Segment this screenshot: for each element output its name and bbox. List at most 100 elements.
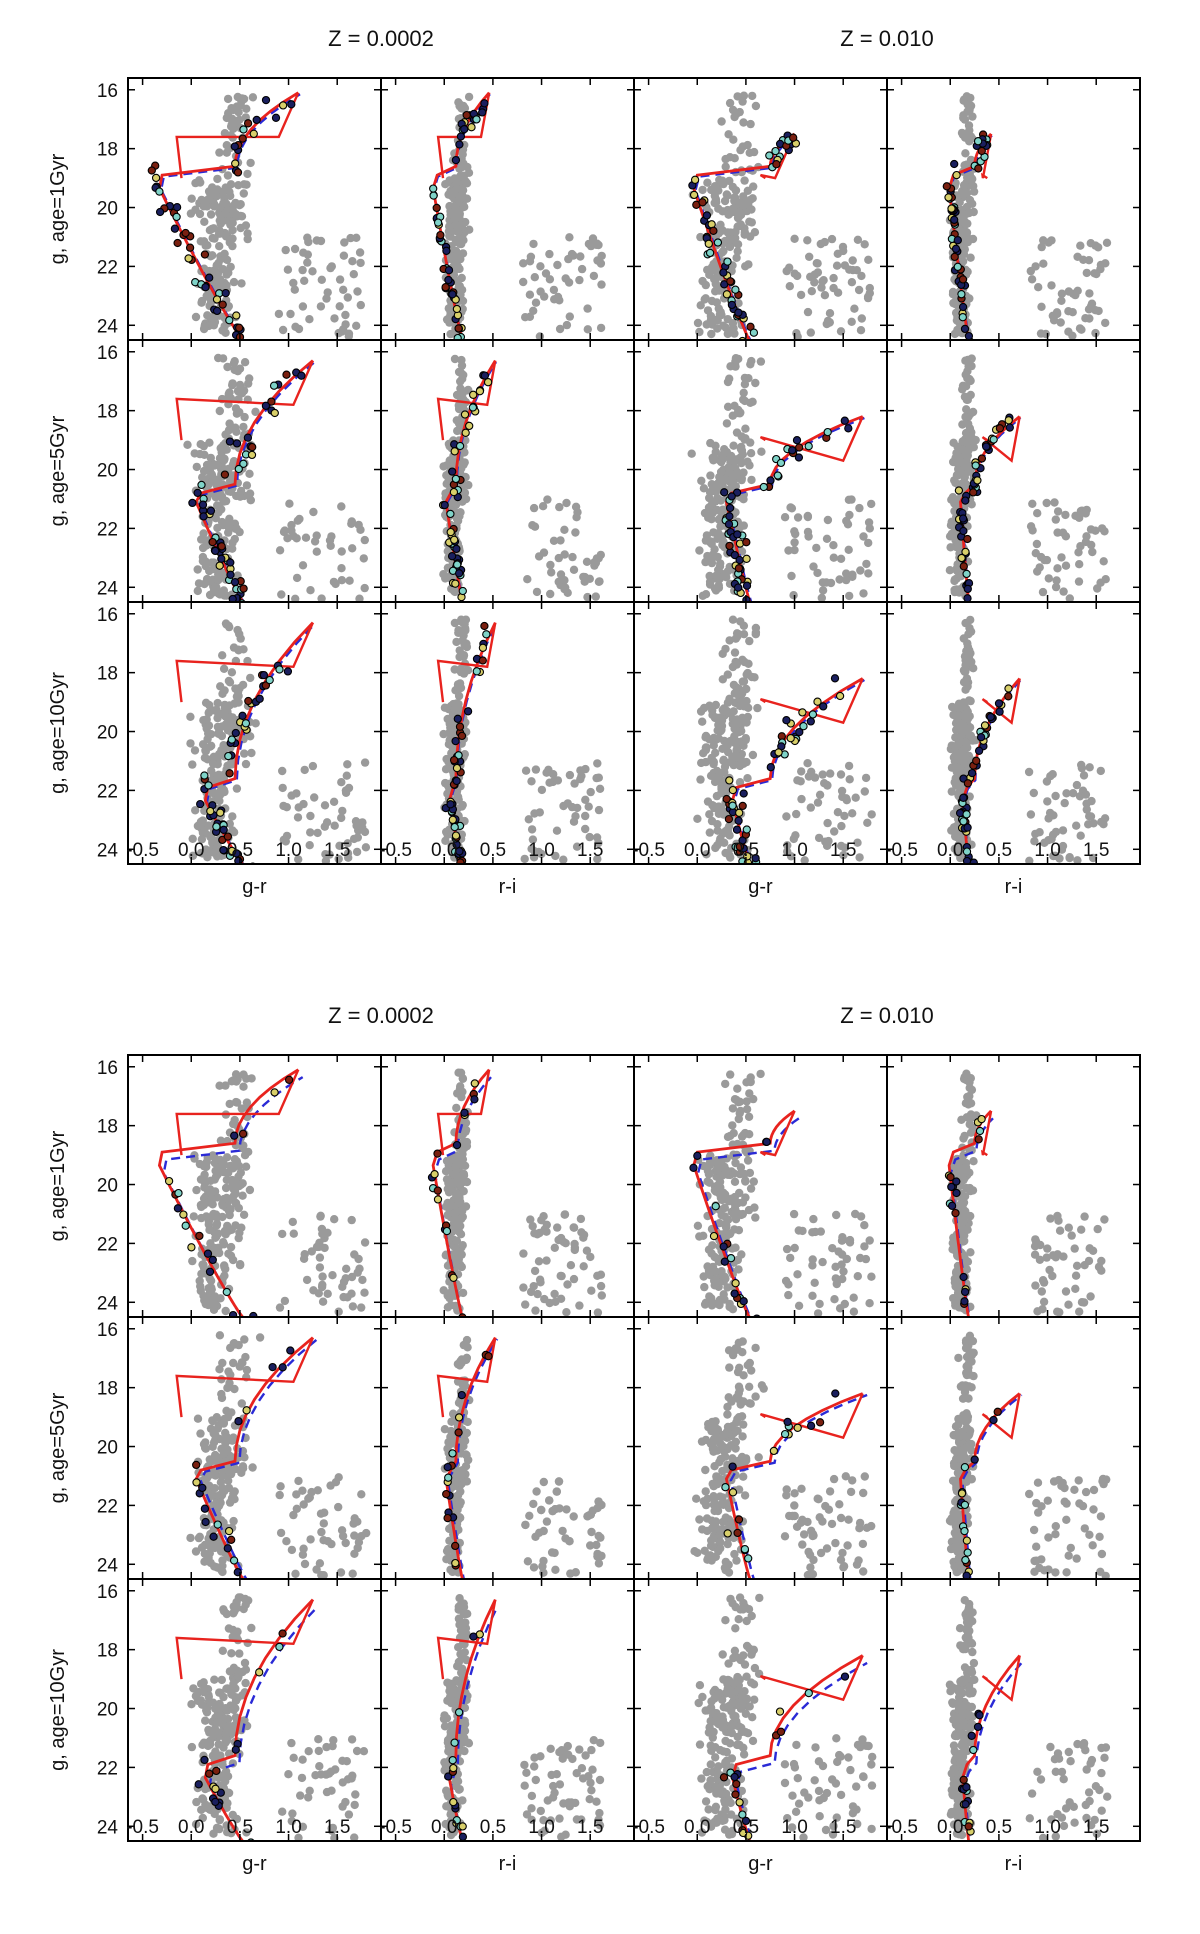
field-star <box>220 249 229 258</box>
member-star <box>447 552 457 561</box>
member-star <box>282 370 291 379</box>
field-star <box>300 276 309 285</box>
field-star <box>715 1300 724 1310</box>
panel-1-r1-c2 <box>380 77 635 354</box>
member-star <box>958 275 968 284</box>
field-star <box>199 529 208 538</box>
member-star <box>986 712 995 722</box>
field-star <box>832 261 842 270</box>
field-star <box>353 1268 362 1277</box>
field-star <box>450 354 460 364</box>
field-star <box>1024 767 1034 777</box>
field-star <box>204 821 213 830</box>
field-star <box>226 1205 235 1214</box>
member-star <box>739 789 748 798</box>
field-star <box>460 1117 469 1126</box>
field-star <box>736 444 746 454</box>
member-star <box>470 1079 479 1088</box>
y-tick-label: 20 <box>97 723 118 744</box>
field-star <box>1026 522 1036 531</box>
member-star <box>995 424 1005 433</box>
field-star <box>597 1291 606 1300</box>
field-star <box>215 148 224 157</box>
field-star <box>715 175 724 185</box>
field-star <box>228 826 237 835</box>
panel-1-r3-c3 <box>633 601 888 865</box>
member-star <box>204 781 213 790</box>
member-star <box>432 203 441 213</box>
field-star <box>696 301 705 310</box>
field-star <box>231 1199 241 1209</box>
field-star <box>720 827 729 837</box>
field-star <box>792 809 801 819</box>
member-star <box>455 847 464 856</box>
member-star <box>252 115 261 125</box>
field-star <box>786 503 795 512</box>
member-star <box>735 808 744 817</box>
field-star <box>1082 805 1092 814</box>
member-star <box>742 581 752 590</box>
field-star <box>838 1235 848 1244</box>
field-star <box>1075 324 1085 333</box>
field-star <box>1089 819 1098 828</box>
field-star <box>462 1137 472 1147</box>
panel-frame <box>127 601 382 865</box>
member-star <box>212 306 222 316</box>
field-star <box>338 806 347 816</box>
field-star <box>1081 509 1090 518</box>
field-star <box>225 1099 234 1109</box>
field-star <box>787 571 796 581</box>
member-star <box>789 133 798 142</box>
field-star <box>1068 789 1078 798</box>
field-star <box>524 815 533 824</box>
field-star <box>293 813 303 822</box>
field-star <box>717 117 726 126</box>
field-star <box>839 246 848 256</box>
member-star <box>459 872 466 879</box>
member-star <box>472 667 481 676</box>
field-star <box>711 266 720 275</box>
member-star <box>278 101 288 110</box>
member-star <box>971 461 980 470</box>
field-star <box>237 389 247 398</box>
field-star <box>241 759 251 769</box>
field-star <box>953 471 962 480</box>
member-star <box>977 454 987 463</box>
member-star <box>690 175 700 184</box>
field-star <box>247 1074 256 1083</box>
field-star <box>222 1153 232 1162</box>
member-star <box>459 347 466 354</box>
field-star <box>729 441 738 450</box>
model-loop-line <box>175 1069 300 1156</box>
field-star <box>283 265 293 274</box>
field-star <box>1048 830 1058 839</box>
panel-1-r2-c3 <box>633 339 888 603</box>
field-star <box>337 813 346 823</box>
field-star <box>536 1278 545 1287</box>
field-star <box>531 1306 540 1315</box>
field-star <box>738 97 747 106</box>
field-star <box>526 1215 535 1224</box>
member-star <box>773 471 782 480</box>
member-star <box>980 721 990 730</box>
member-star <box>198 500 208 509</box>
field-star <box>583 325 592 334</box>
field-star <box>552 826 562 835</box>
member-star <box>243 119 253 128</box>
field-star <box>745 1168 755 1178</box>
member-star <box>819 702 828 711</box>
field-star <box>205 566 214 576</box>
field-star <box>847 317 856 326</box>
field-star <box>189 1212 198 1221</box>
row-age-label: g, age=10Gyr <box>47 672 69 794</box>
field-star <box>240 412 249 422</box>
field-star <box>1071 290 1080 300</box>
field-star <box>232 1098 242 1107</box>
field-star <box>863 818 872 827</box>
field-star <box>278 1229 287 1239</box>
field-star <box>705 828 714 837</box>
field-star <box>577 1228 586 1237</box>
member-star <box>457 731 467 741</box>
field-star <box>725 708 735 717</box>
field-star <box>538 502 548 511</box>
